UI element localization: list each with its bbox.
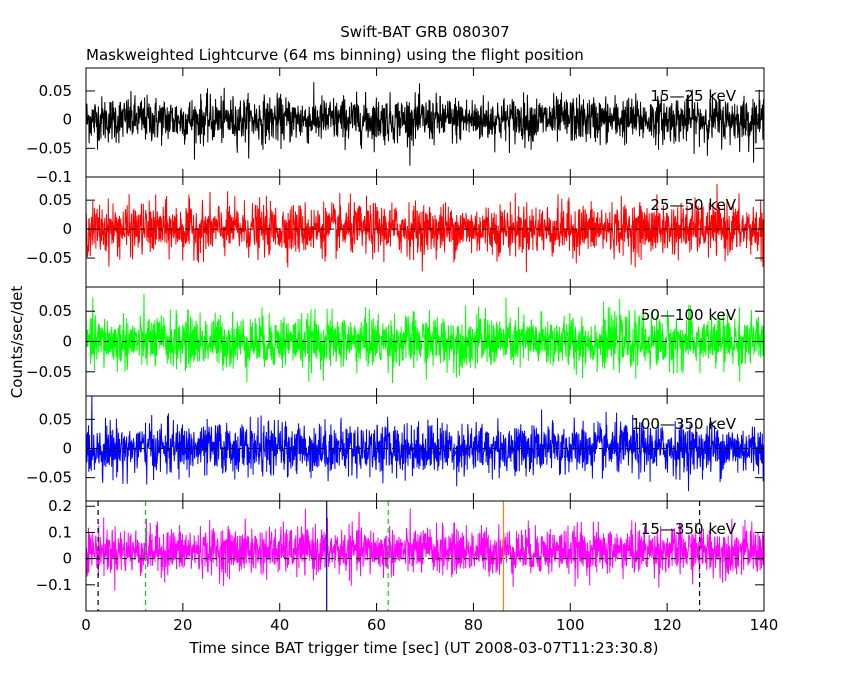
series-line (86, 293, 764, 384)
y-tick-label: 0 (62, 440, 72, 458)
band-label: 15—25 keV (650, 87, 736, 105)
y-tick-label: 0.2 (48, 497, 72, 515)
panel-100-350-kev: −0.05 0 0.05 100—350 keV (26, 395, 765, 502)
series-line (86, 82, 764, 166)
x-tick-label: 120 (653, 616, 682, 634)
x-tick-label: 140 (750, 616, 779, 634)
panel-frame (85, 500, 765, 612)
series-line (86, 508, 764, 591)
x-tick-label: 0 (81, 616, 91, 634)
y-tick-label: −0.05 (26, 139, 72, 157)
y-tick-label: 0.05 (39, 302, 72, 320)
chart-title: Swift-BAT GRB 080307 (340, 23, 509, 41)
y-tick-label: −0.05 (26, 363, 72, 381)
series-line (86, 396, 764, 492)
x-tick-label: 60 (367, 616, 386, 634)
band-label: 50—100 keV (641, 306, 737, 324)
y-axis-label: Counts/sec/det (8, 286, 26, 399)
y-tick-label: −0.05 (26, 469, 72, 487)
y-tick-label: 0 (62, 550, 72, 568)
band-label: 15—350 keV (641, 520, 737, 538)
chart-subtitle: Maskweighted Lightcurve (64 ms binning) … (86, 46, 584, 64)
x-tick-label: 20 (173, 616, 192, 634)
y-tick-label: −0.05 (26, 249, 72, 267)
x-tick-label: 100 (556, 616, 585, 634)
x-tick-label: 80 (464, 616, 483, 634)
band-label: 25—50 keV (650, 196, 736, 214)
y-tick-label: 0 (62, 111, 72, 129)
band-label: 100—350 keV (631, 415, 736, 433)
y-tick-label: 0.1 (48, 523, 72, 541)
series-line (86, 183, 764, 273)
x-tick-label: 40 (270, 616, 289, 634)
y-tick-label: 0 (62, 220, 72, 238)
y-tick-label: 0.05 (39, 410, 72, 428)
panel-50-100-kev: −0.05 0 0.05 50—100 keV (26, 286, 765, 397)
y-tick-label: 0.05 (39, 82, 72, 100)
y-tick-label: −0.1 (36, 576, 72, 594)
panel-15-350-kev: −0.1 0 0.1 0.2 15—350 keV (36, 497, 765, 612)
x-axis: 0 20 40 60 80 100 120 140 (81, 616, 778, 634)
y-tick-label: −0.1 (36, 168, 72, 186)
y-tick-label: 0.05 (39, 191, 72, 209)
y-tick-label: 0 (62, 333, 72, 351)
x-axis-label: Time since BAT trigger time [sec] (UT 20… (189, 639, 659, 657)
panels: −0.1 −0.05 0 0.05 15—25 keV −0.05 0 0.05 25—50 k… (26, 67, 765, 612)
